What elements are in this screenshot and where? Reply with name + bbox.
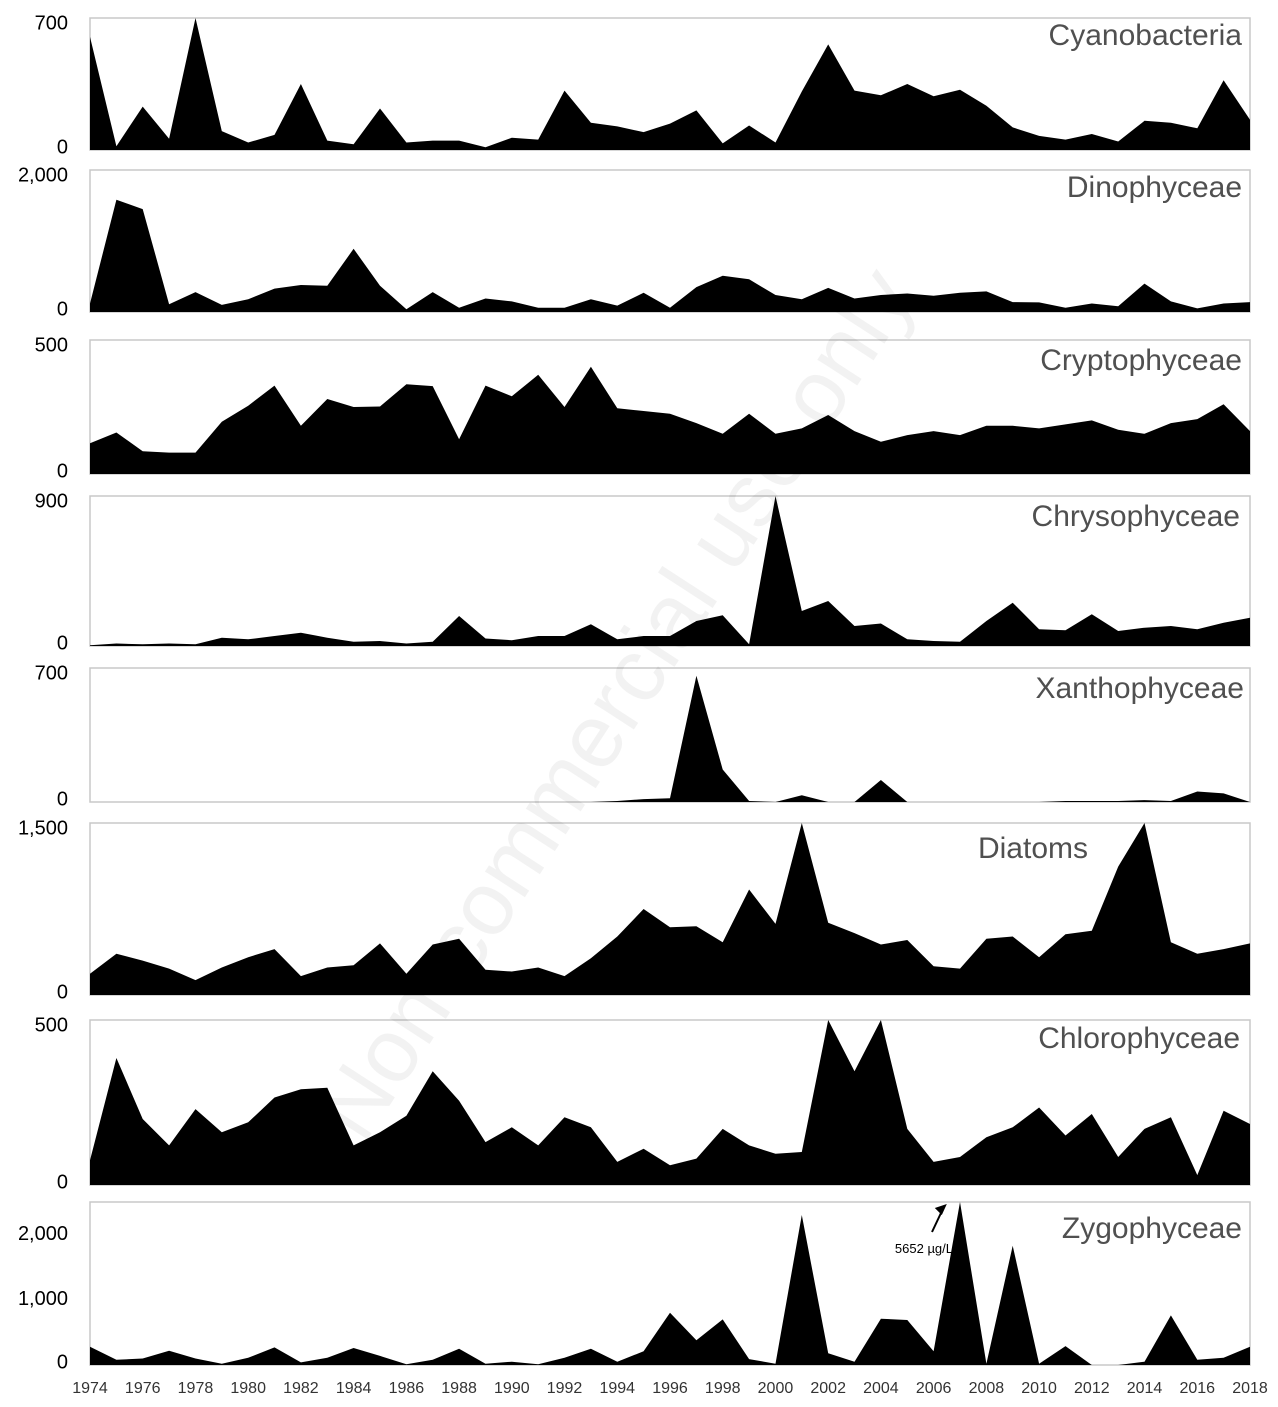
panel-chrysophyceae: 900 0 Chrysophyceae — [35, 490, 1251, 654]
y-tick-label: 2,000 — [18, 164, 68, 186]
x-tick-label: 1996 — [652, 1380, 688, 1397]
y-tick-label: 1,500 — [18, 817, 68, 839]
panel-title: Zygophyceae — [1062, 1212, 1242, 1245]
y-tick-label: 500 — [35, 334, 68, 356]
y-tick-label: 0 — [57, 788, 68, 810]
panel-title: Cyanobacteria — [1049, 19, 1243, 52]
area-series-diatoms — [90, 823, 1250, 995]
x-tick-label: 2014 — [1127, 1380, 1163, 1397]
area-series-chlorophyceae — [90, 1020, 1250, 1185]
y-tick-label: 0 — [57, 460, 68, 482]
x-tick-label: 2006 — [916, 1380, 952, 1397]
chart-panels: 700 0 Cyanobacteria 2,000 0 Dinophyceae 500 0 Cr… — [18, 12, 1251, 1373]
x-tick-label: 1998 — [705, 1380, 741, 1397]
panel-xanthophyceae: 700 0 Xanthophyceae — [35, 662, 1251, 810]
x-tick-label: 2000 — [758, 1380, 794, 1397]
y-tick-label: 1,000 — [18, 1288, 68, 1310]
x-tick-label: 1986 — [389, 1380, 425, 1397]
panel-cyanobacteria: 700 0 Cyanobacteria — [35, 12, 1251, 158]
x-tick-label: 1980 — [230, 1380, 266, 1397]
x-tick-label: 1978 — [178, 1380, 214, 1397]
panel-title: Diatoms — [978, 832, 1088, 865]
x-tick-label: 2004 — [863, 1380, 899, 1397]
x-axis: 1974 1976 1978 1980 1982 1984 1986 1988 1990 1992… — [72, 1380, 1268, 1397]
x-tick-label: 1974 — [72, 1380, 108, 1397]
panel-title: Cryptophyceae — [1040, 344, 1242, 377]
y-tick-label: 700 — [35, 12, 68, 34]
y-tick-label: 0 — [57, 298, 68, 320]
area-series-chrysophyceae — [90, 496, 1250, 646]
x-tick-label: 1988 — [441, 1380, 477, 1397]
area-series-cryptophyceae — [90, 366, 1250, 474]
panel-title: Dinophyceae — [1067, 171, 1242, 204]
y-tick-label: 700 — [35, 662, 68, 684]
y-tick-label: 500 — [35, 1014, 68, 1036]
y-tick-label: 0 — [57, 981, 68, 1003]
y-tick-label: 0 — [57, 136, 68, 158]
x-tick-label: 2010 — [1021, 1380, 1057, 1397]
y-tick-label: 0 — [57, 1171, 68, 1193]
area-series-zygophyceae — [90, 1202, 1250, 1365]
y-tick-label: 0 — [57, 632, 68, 654]
y-tick-label: 900 — [35, 490, 68, 512]
panel-diatoms: 1,500 0 Diatoms — [18, 817, 1251, 1003]
watermark: Non-commercial use only — [296, 251, 933, 1157]
panel-title: Xanthophyceae — [1035, 672, 1244, 705]
panel-dinophyceae: 2,000 0 Dinophyceae — [18, 164, 1251, 320]
x-tick-label: 2016 — [1179, 1380, 1215, 1397]
x-tick-label: 1976 — [125, 1380, 161, 1397]
panel-title: Chlorophyceae — [1038, 1022, 1240, 1055]
y-tick-label: 0 — [57, 1351, 68, 1373]
x-tick-label: 2002 — [810, 1380, 846, 1397]
x-tick-label: 2012 — [1074, 1380, 1110, 1397]
area-series-dinophyceae — [90, 199, 1250, 312]
x-tick-label: 1992 — [547, 1380, 583, 1397]
y-tick-label: 2,000 — [18, 1223, 68, 1245]
x-tick-label: 1990 — [494, 1380, 530, 1397]
panel-chlorophyceae: 500 0 Chlorophyceae — [35, 1014, 1251, 1193]
panel-zygophyceae: 2,000 1,000 0 Zygophyceae 5652 µg/L — [18, 1201, 1251, 1373]
x-tick-label: 1984 — [336, 1380, 372, 1397]
x-tick-label: 1982 — [283, 1380, 319, 1397]
x-tick-label: 2008 — [969, 1380, 1005, 1397]
area-series-cyanobacteria — [90, 18, 1250, 150]
x-tick-label: 1994 — [599, 1380, 635, 1397]
annotation-arrowhead — [934, 1204, 947, 1215]
annotation-label: 5652 µg/L — [895, 1241, 953, 1256]
panel-cryptophyceae: 500 0 Cryptophyceae — [35, 334, 1251, 482]
panel-title: Chrysophyceae — [1032, 500, 1240, 533]
x-tick-label: 2018 — [1232, 1380, 1268, 1397]
